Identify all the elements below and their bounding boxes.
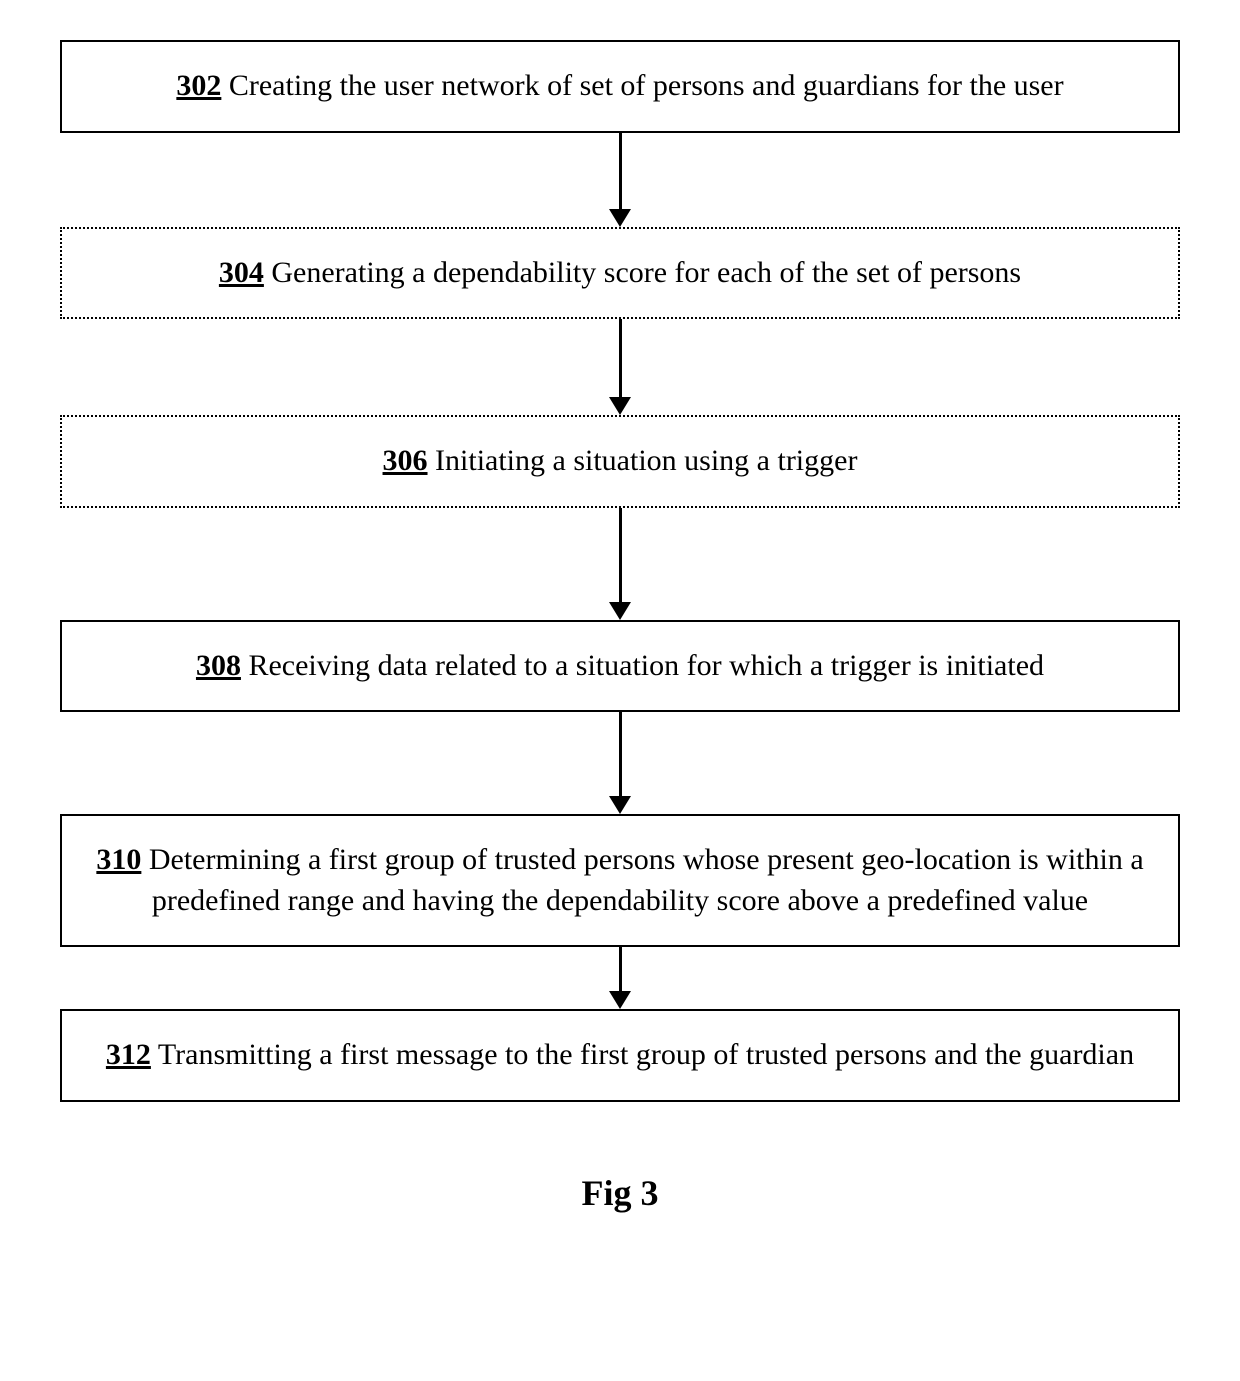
step-box-312: 312 Transmitting a first message to the … <box>60 1009 1180 1102</box>
arrow-line <box>619 319 622 397</box>
step-label: 310 Determining a first group of trusted… <box>92 840 1148 921</box>
step-label: 308 Receiving data related to a situatio… <box>196 646 1044 687</box>
arrow-line <box>619 508 622 602</box>
arrow-icon <box>609 947 631 1009</box>
step-label: 302 Creating the user network of set of … <box>176 66 1063 107</box>
arrow-icon <box>609 319 631 415</box>
arrow-line <box>619 133 622 209</box>
step-number: 306 <box>383 444 428 477</box>
arrow-head-icon <box>609 209 631 227</box>
arrow-head-icon <box>609 602 631 620</box>
arrow-line <box>619 947 622 991</box>
step-box-306: 306 Initiating a situation using a trigg… <box>60 415 1180 508</box>
arrow-head-icon <box>609 991 631 1009</box>
step-text: Determining a first group of trusted per… <box>141 843 1143 917</box>
step-number: 302 <box>176 69 221 102</box>
step-text: Generating a dependability score for eac… <box>264 256 1021 289</box>
step-box-304: 304 Generating a dependability score for… <box>60 227 1180 320</box>
arrow-icon <box>609 712 631 814</box>
step-text: Creating the user network of set of pers… <box>221 69 1063 102</box>
figure-caption: Fig 3 <box>582 1172 659 1214</box>
arrow-icon <box>609 133 631 227</box>
step-number: 308 <box>196 649 241 682</box>
step-text: Receiving data related to a situation fo… <box>241 649 1044 682</box>
step-number: 304 <box>219 256 264 289</box>
step-box-310: 310 Determining a first group of trusted… <box>60 814 1180 947</box>
arrow-line <box>619 712 622 796</box>
step-number: 310 <box>96 843 141 876</box>
step-text: Transmitting a first message to the firs… <box>151 1038 1134 1071</box>
arrow-head-icon <box>609 796 631 814</box>
flowchart-container: 302 Creating the user network of set of … <box>0 0 1240 1214</box>
arrow-head-icon <box>609 397 631 415</box>
step-label: 306 Initiating a situation using a trigg… <box>383 441 858 482</box>
step-number: 312 <box>106 1038 151 1071</box>
step-label: 312 Transmitting a first message to the … <box>106 1035 1134 1076</box>
arrow-icon <box>609 508 631 620</box>
step-text: Initiating a situation using a trigger <box>428 444 858 477</box>
step-box-302: 302 Creating the user network of set of … <box>60 40 1180 133</box>
step-label: 304 Generating a dependability score for… <box>219 253 1021 294</box>
step-box-308: 308 Receiving data related to a situatio… <box>60 620 1180 713</box>
